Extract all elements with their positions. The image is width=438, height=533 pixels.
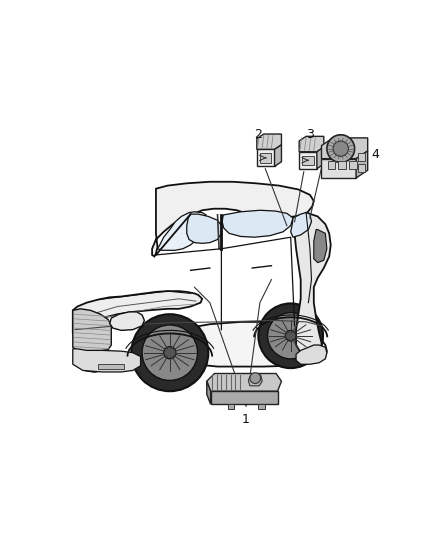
Polygon shape	[158, 212, 206, 251]
Polygon shape	[187, 214, 221, 244]
Polygon shape	[73, 291, 202, 334]
Circle shape	[142, 325, 198, 381]
Text: 3: 3	[306, 128, 314, 141]
Text: 2: 2	[254, 128, 261, 141]
Polygon shape	[358, 154, 365, 161]
Polygon shape	[317, 147, 324, 168]
Circle shape	[131, 314, 208, 391]
Polygon shape	[207, 374, 282, 391]
Polygon shape	[207, 381, 211, 405]
Circle shape	[285, 330, 296, 341]
Circle shape	[333, 141, 349, 156]
Polygon shape	[98, 364, 124, 369]
Polygon shape	[291, 213, 311, 237]
Polygon shape	[321, 138, 367, 159]
Polygon shape	[257, 134, 282, 149]
Polygon shape	[211, 391, 278, 405]
Polygon shape	[257, 149, 275, 166]
Polygon shape	[299, 136, 324, 152]
Polygon shape	[228, 405, 234, 409]
Text: 4: 4	[371, 148, 379, 161]
Circle shape	[258, 303, 323, 368]
Polygon shape	[349, 161, 357, 168]
Polygon shape	[73, 349, 141, 372]
Polygon shape	[314, 230, 327, 263]
Polygon shape	[302, 156, 314, 165]
Text: 1: 1	[242, 413, 250, 426]
Polygon shape	[321, 159, 356, 178]
Polygon shape	[328, 161, 336, 168]
Polygon shape	[248, 375, 262, 386]
Polygon shape	[110, 312, 145, 330]
Polygon shape	[356, 151, 367, 178]
Polygon shape	[152, 182, 314, 256]
Polygon shape	[275, 145, 282, 166]
Polygon shape	[73, 309, 111, 352]
Circle shape	[250, 373, 261, 384]
Polygon shape	[339, 161, 346, 168]
Circle shape	[327, 135, 355, 163]
Polygon shape	[358, 164, 365, 172]
Circle shape	[164, 346, 176, 359]
Polygon shape	[299, 152, 317, 168]
Polygon shape	[73, 317, 327, 372]
Polygon shape	[258, 405, 265, 409]
Polygon shape	[222, 210, 293, 237]
Polygon shape	[294, 213, 331, 357]
Polygon shape	[296, 345, 327, 364]
Polygon shape	[260, 154, 272, 163]
Circle shape	[268, 313, 314, 359]
